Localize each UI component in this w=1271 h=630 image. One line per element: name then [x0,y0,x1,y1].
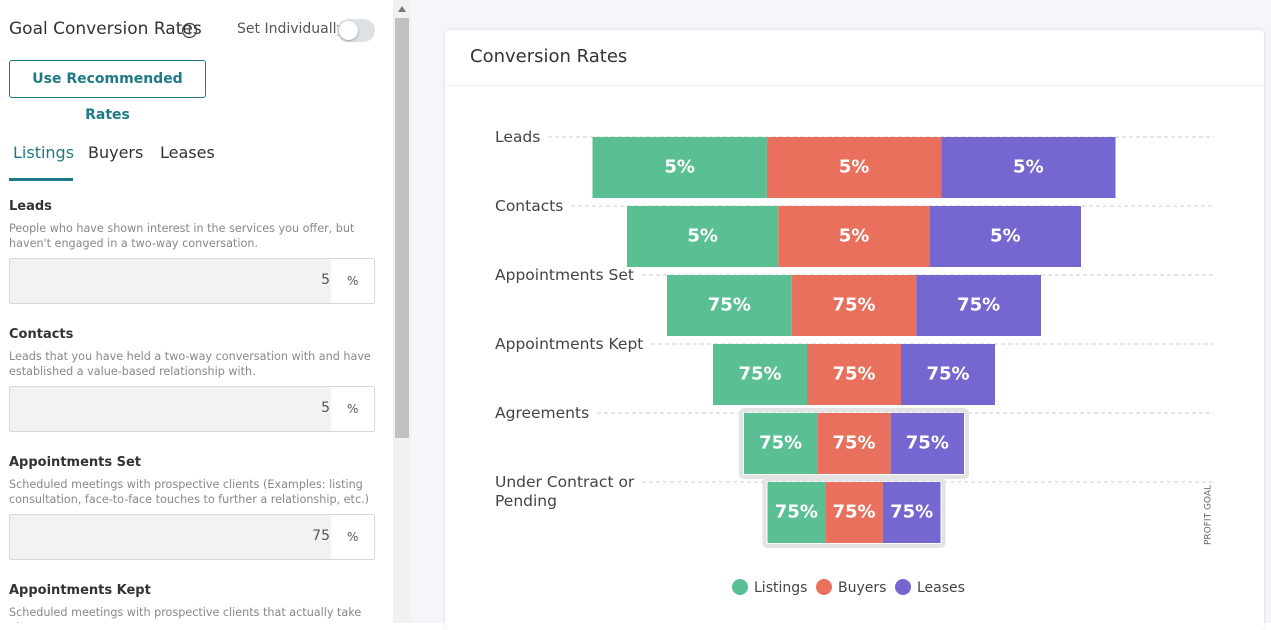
segment-label: 75% [832,295,875,316]
field-label: Leads [9,199,52,214]
field-unit: % [347,530,359,544]
funnel-segment [882,482,941,543]
toggle[interactable] [337,19,375,42]
funnel-segment [890,413,964,474]
segment-label: 5% [664,157,695,178]
field-value: 75 [312,528,330,544]
legend-marker [732,579,748,595]
segment-label: 75% [775,502,818,523]
segment-label: 5% [687,226,718,247]
legend-marker [816,579,832,595]
field-description: Scheduled meetings with prospective clie… [9,606,362,623]
funnel-segment [778,206,930,267]
tab[interactable]: Listings [13,143,75,162]
tab-underline [9,178,73,181]
toggle-label: Set Individually [237,21,345,37]
segment-label: 75% [906,433,949,454]
category-label: Agreements [495,404,590,422]
funnel-segment [767,482,826,543]
segment-label: 75% [738,364,781,385]
field-description: Leads that you have held a two-way conve… [9,350,371,378]
field-unit: % [347,274,359,288]
scroll-arrow[interactable] [397,5,407,13]
field-unit: % [347,402,359,416]
field-description: People who have shown interest in the se… [9,222,355,250]
segment-label: 5% [839,157,870,178]
segment-label: 5% [839,226,870,247]
field-label: Appointments Kept [9,583,151,598]
field-label: Contacts [9,327,74,342]
tab[interactable]: Leases [160,143,215,162]
field-value: 5 [321,272,330,288]
input-unit-area [331,259,374,303]
tab[interactable]: Buyers [88,143,144,162]
funnel-segment [713,344,807,405]
funnel-segment [807,344,901,405]
category-label: Contacts [495,197,564,215]
funnel-segment [916,275,1041,336]
segment-label: 5% [990,226,1021,247]
annotation: PROFIT GOAL [1204,485,1214,545]
category-label: Appointments Kept [495,335,644,353]
segment-label: 75% [832,433,875,454]
funnel-segment [592,137,767,198]
funnel-segment [744,413,818,474]
legend-marker [895,579,911,595]
recommended-button[interactable]: Use Recommended Rates [9,60,206,123]
chart: 5% 5% 5% 5% 5% 5% 75% 75% 75% 75% 75% 75% 75% 75% 75% 7… [548,136,1214,596]
segment-label: 75% [926,364,969,385]
scrollbar[interactable] [393,0,411,623]
funnel-segment [901,344,995,405]
sidebar: Goal Conversion Rates Set Individually U… [0,0,393,623]
bar-halo [762,477,946,548]
info-icon[interactable] [181,22,198,39]
segment-label: 75% [759,433,802,454]
input-unit-area [331,515,374,559]
field-input[interactable]: 5% [9,258,375,304]
funnel-segment [817,413,891,474]
legend-label: Leases [917,580,965,596]
segment-label: 75% [832,502,875,523]
field-input[interactable]: 5% [9,386,375,432]
content-area: Conversion Rates 5% 5% 5% 5% 5% 5% 75% 75% 75% 75… [411,0,1271,630]
input-unit-area [331,387,374,431]
field-input[interactable]: 75% [9,514,375,560]
category-label: Appointments Set [495,266,634,284]
funnel-segment [667,275,792,336]
field-label: Appointments Set [9,455,142,470]
segment-label: 5% [1013,157,1044,178]
scroll-thumb[interactable] [395,18,409,438]
panel-title: Conversion Rates [470,46,628,67]
segment-label: 75% [890,502,933,523]
category-label: Under Contract or Pending [495,473,635,510]
field-description: Scheduled meetings with prospective clie… [9,478,370,506]
funnel-segment [766,137,942,198]
funnel-segment [941,137,1116,198]
category-label: Leads [495,128,541,146]
funnel-segment [791,275,917,336]
field-value: 5 [321,400,330,416]
legend-label: Buyers [838,580,886,596]
segment-label: 75% [832,364,875,385]
funnel-segment [825,482,883,543]
funnel-segment [627,206,779,267]
segment-label: 75% [957,295,1000,316]
funnel-segment [929,206,1081,267]
sidebar-title: Goal Conversion Rates [9,19,202,39]
segment-label: 75% [708,295,751,316]
divider [445,85,1264,86]
legend-label: Listings [754,580,807,596]
